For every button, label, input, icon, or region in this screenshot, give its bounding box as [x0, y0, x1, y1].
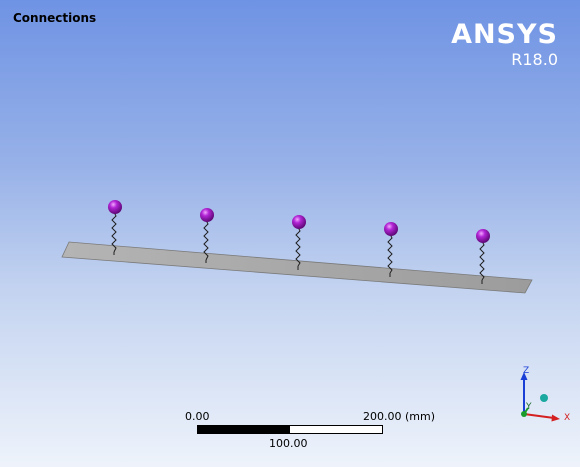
scale-mid-label: 100.00	[269, 437, 308, 450]
spring-coil	[111, 211, 117, 253]
brand-version: R18.0	[511, 50, 558, 69]
spring-endpoint-sphere[interactable]	[384, 222, 398, 236]
x-axis-line	[523, 413, 555, 419]
x-axis-arrow	[551, 414, 560, 422]
z-axis-label: Z	[523, 366, 529, 376]
ansys-logo: ANSYS R18.0	[451, 20, 558, 69]
brand-name: ANSYS	[451, 19, 558, 50]
spring-endpoint-sphere[interactable]	[476, 229, 490, 243]
scale-bar	[197, 425, 383, 434]
scale-right-label: 200.00 (mm)	[363, 410, 435, 423]
view-title: Connections	[13, 11, 97, 25]
z-axis-arrow	[520, 372, 528, 380]
spring-endpoint-sphere[interactable]	[292, 215, 306, 229]
spring-connection-1[interactable]	[108, 200, 122, 255]
spring-coil	[203, 219, 209, 261]
spring-connection-4[interactable]	[384, 222, 398, 277]
spring-connection-2[interactable]	[200, 208, 214, 263]
x-axis-label: X	[564, 413, 570, 423]
scale-left-label: 0.00	[185, 410, 210, 423]
spring-coil	[479, 240, 485, 281]
spring-connection-5[interactable]	[476, 229, 490, 284]
spring-coil	[295, 226, 301, 267]
triad-origin	[521, 411, 527, 417]
y-axis-label: Y	[525, 402, 532, 412]
plate-body[interactable]	[61, 241, 533, 294]
spring-coil	[387, 233, 393, 274]
spring-endpoint-sphere[interactable]	[200, 208, 214, 222]
axis-triad[interactable]: Z X Y	[512, 362, 576, 428]
spring-connection-3[interactable]	[292, 215, 306, 270]
iso-view-icon[interactable]	[540, 394, 548, 402]
scale-bar-fill	[198, 426, 290, 433]
spring-endpoint-sphere[interactable]	[108, 200, 122, 214]
